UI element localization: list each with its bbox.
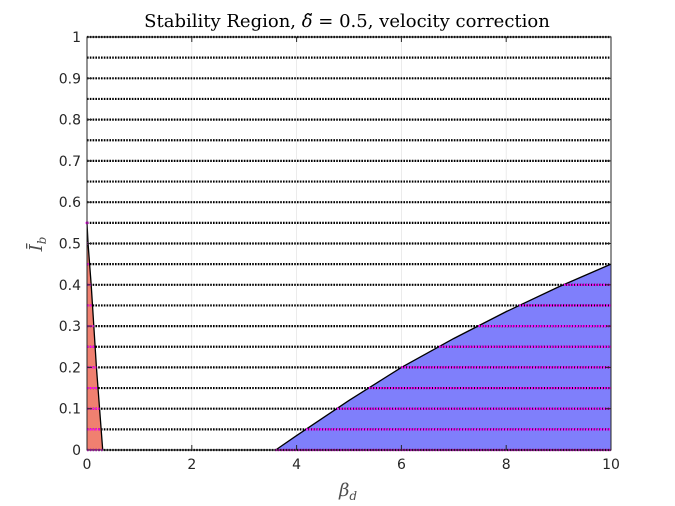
y-tick-label: 0.8 bbox=[59, 113, 81, 129]
tick-labels: 0 2 4 6 8 10 0 0.1 0.2 0.3 0.4 0.5 0.6 0.7 0.8 0.9 1 bbox=[59, 30, 620, 473]
y-tick-label: 0 bbox=[72, 443, 81, 459]
y-axis-label: Īb bbox=[24, 237, 49, 253]
y-tick-label: 0.1 bbox=[59, 402, 81, 418]
x-tick-label: 4 bbox=[292, 457, 301, 473]
x-tick-label: 8 bbox=[502, 457, 511, 473]
blue-region bbox=[275, 264, 611, 450]
axes-frame bbox=[86, 36, 612, 451]
x-tick-label: 10 bbox=[602, 457, 620, 473]
y-tick-label: 0.9 bbox=[59, 71, 81, 87]
y-tick-label: 0.4 bbox=[59, 278, 81, 294]
blue-region-boundary bbox=[275, 263, 612, 451]
y-tick-label: 1 bbox=[72, 30, 81, 46]
x-tick-label: 2 bbox=[187, 457, 196, 473]
x-tick-label: 6 bbox=[397, 457, 406, 473]
y-tick-label: 0.7 bbox=[59, 154, 81, 170]
sample-dots-layer bbox=[85, 35, 611, 452]
x-tick-label: 0 bbox=[83, 457, 92, 473]
red-region bbox=[87, 222, 103, 450]
y-tick-label: 0.5 bbox=[59, 237, 81, 253]
y-tick-label: 0.3 bbox=[59, 319, 81, 335]
chart-title: Stability Region, δ̃ = 0.5, velocity cor… bbox=[144, 11, 550, 32]
y-tick-label: 0.2 bbox=[59, 360, 81, 376]
x-axis-label: βd bbox=[338, 480, 357, 503]
y-tick-label: 0.6 bbox=[59, 195, 81, 211]
